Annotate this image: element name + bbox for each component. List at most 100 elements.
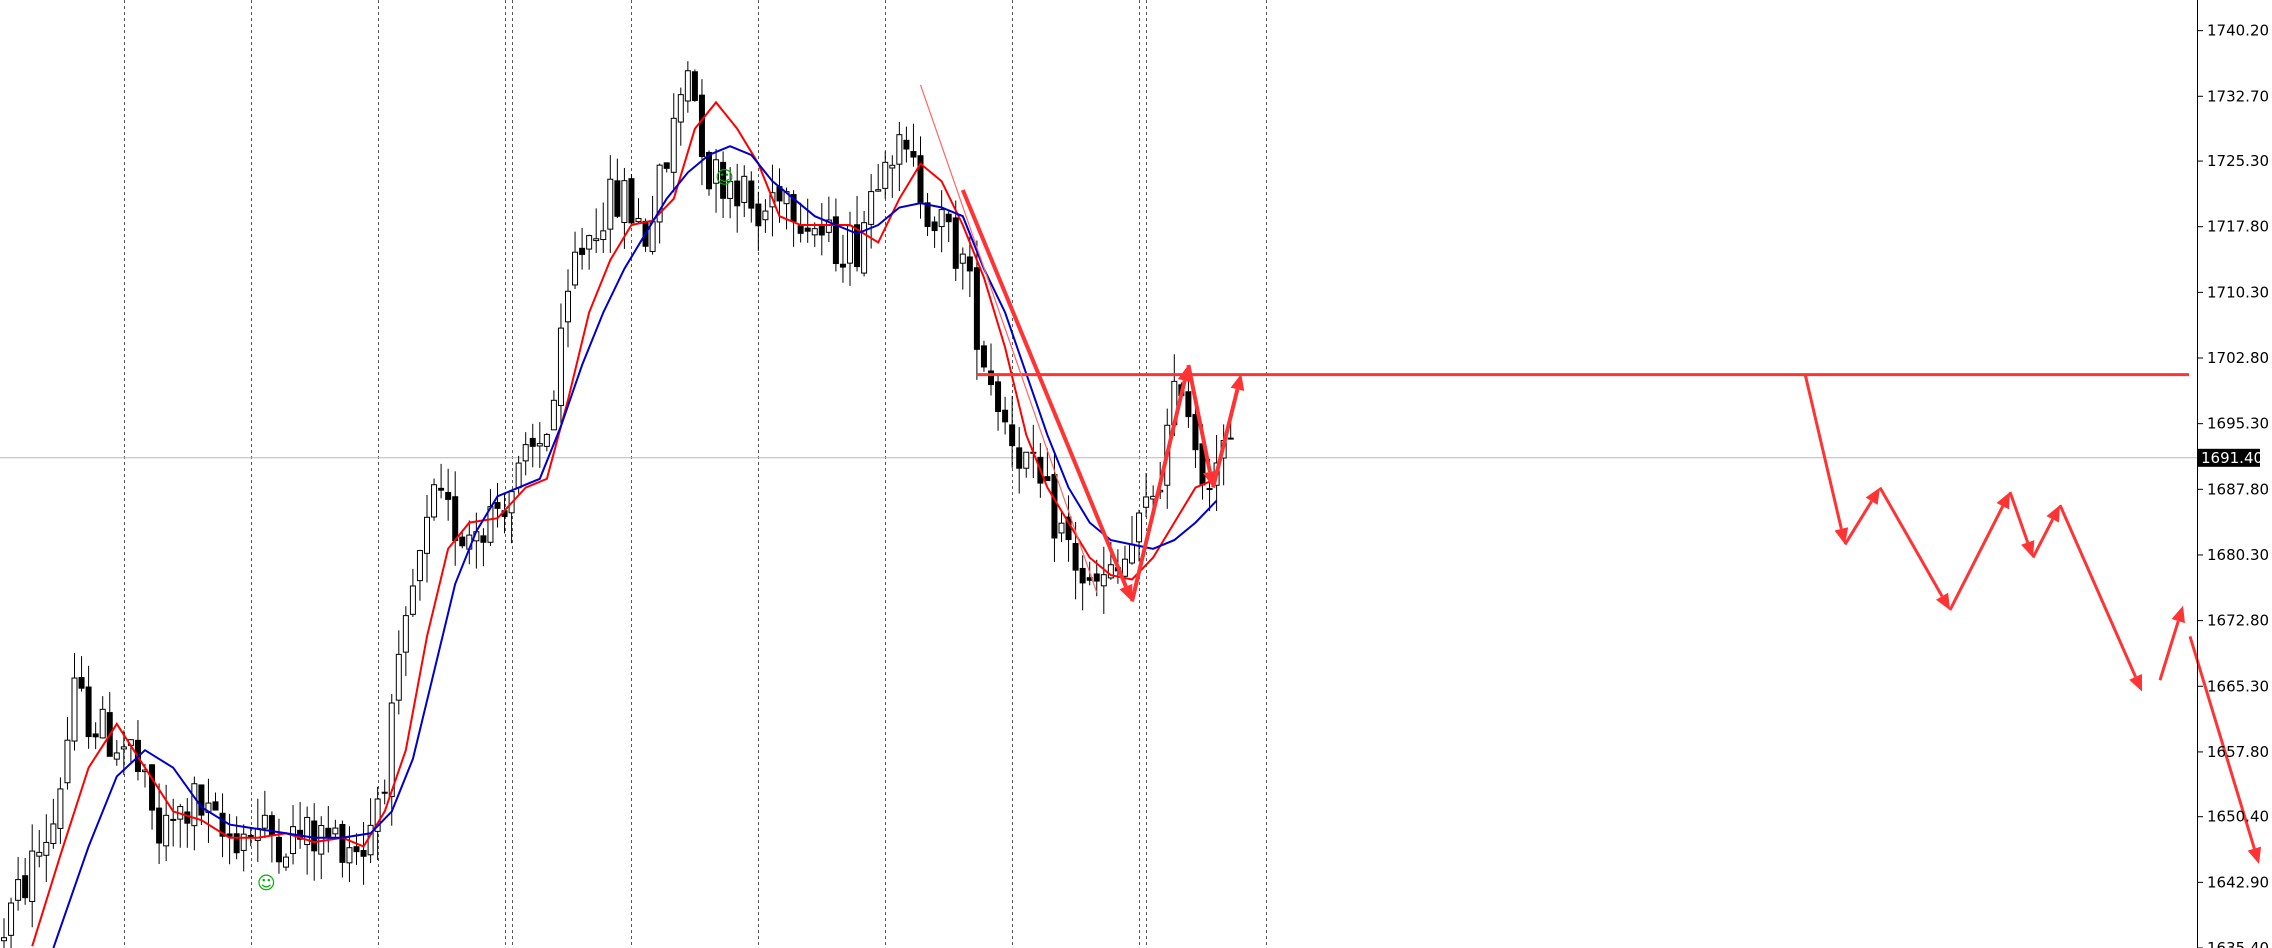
forecast-arrow-3: [1878, 486, 1950, 611]
bear-candle: [1079, 567, 1086, 584]
bull-candle: [543, 433, 550, 447]
bear-candle: [311, 820, 318, 852]
trend-arrow-1-shaft: [960, 189, 1128, 588]
price-tick-label: 1710.30: [2207, 283, 2269, 301]
bull-candle: [290, 826, 297, 855]
bull-candle: [727, 181, 734, 199]
bear-candle: [797, 225, 804, 234]
bear-candle: [529, 437, 536, 447]
bear-candle: [698, 94, 705, 157]
price-tick-label: 1717.80: [2207, 218, 2269, 236]
price-tick-label: 1680.30: [2207, 546, 2269, 564]
bear-candle: [480, 535, 487, 543]
price-axis: 1740.20 1732.70 1725.30 1717.80 1710.30 1702.…: [2197, 0, 2269, 948]
bull-candle: [120, 746, 127, 750]
bull-candle: [395, 653, 402, 701]
bull-candle: [861, 222, 868, 274]
bull-candle: [29, 850, 36, 902]
bull-candle: [424, 516, 430, 554]
trend-arrow-1-head: [1119, 583, 1133, 602]
signal-markers: ☺☺: [257, 168, 734, 895]
bear-candle: [85, 686, 92, 738]
forecast-arrow-3-shaft: [1878, 486, 1944, 597]
bull-candle: [656, 164, 663, 223]
bull-candle: [1, 937, 7, 942]
moving-average-line-1: [31, 100, 1217, 947]
thin-trendline: [919, 84, 1098, 593]
bear-candle: [339, 824, 346, 863]
forecast-final-arrow-1: [2158, 605, 2185, 681]
bear-candle: [149, 764, 156, 811]
bear-candle: [1192, 414, 1199, 451]
bull-candle: [825, 219, 832, 233]
bear-candle: [818, 225, 825, 236]
session-separators: [124, 0, 1267, 948]
price-tick-label: 1650.40: [2207, 808, 2269, 826]
bear-candle: [628, 178, 635, 224]
bull-candle: [557, 327, 564, 407]
bear-candle: [78, 677, 85, 689]
bull-candle: [684, 70, 691, 102]
bull-candle: [416, 550, 423, 582]
bull-candle: [163, 814, 170, 847]
bear-candle: [1002, 409, 1009, 423]
bull-candle: [261, 814, 268, 829]
bull-candle: [959, 253, 966, 264]
bull-candle: [607, 178, 614, 230]
bull-candle: [409, 585, 416, 615]
moving-averages: [31, 100, 1218, 948]
bull-candle: [1136, 512, 1143, 543]
price-tick-label: 1740.20: [2207, 22, 2269, 40]
price-tick-label: 1635.40: [2207, 939, 2269, 948]
bull-candle: [191, 783, 198, 827]
forecast-arrow-7-shaft: [2058, 504, 2137, 678]
bear-candle: [1016, 447, 1023, 469]
bull-candle: [99, 708, 106, 739]
bull-candle: [1143, 496, 1150, 508]
bull-candle: [550, 399, 557, 431]
bull-candle: [565, 290, 571, 323]
price-tick-label: 1657.80: [2207, 743, 2269, 761]
bear-candle: [924, 202, 931, 228]
trend-arrow-1: [960, 189, 1133, 602]
bull-candle: [15, 879, 22, 901]
bull-candle: [522, 444, 529, 462]
bull-candle: [64, 739, 71, 784]
bear-candle: [995, 381, 1002, 412]
trend-arrow-4-head: [1230, 373, 1245, 391]
bear-candle: [966, 256, 973, 272]
bull-candle: [240, 833, 247, 851]
price-tick-label: 1725.30: [2207, 152, 2269, 170]
trend-arrow-3-shaft: [1186, 364, 1212, 473]
bull-candle: [875, 189, 882, 192]
forecast-arrow-6: [2031, 505, 2060, 559]
bear-candle: [952, 217, 959, 269]
forecast-arrow-1-head: [1834, 527, 1849, 545]
bear-candle: [1227, 437, 1234, 440]
bull-candle: [635, 217, 642, 223]
forecast-arrow-2: [1843, 487, 1880, 546]
bear-candle: [804, 227, 811, 232]
price-tick-label: 1665.30: [2207, 677, 2269, 695]
forecast-arrow-6-head: [2046, 505, 2060, 523]
price-tick-label: 1732.70: [2207, 87, 2269, 105]
bull-candle: [572, 251, 579, 286]
bear-candle: [438, 487, 445, 491]
bull-candle: [536, 443, 543, 447]
bull-candle: [374, 798, 381, 832]
price-tick-label: 1642.90: [2207, 873, 2269, 891]
bull-candle: [515, 462, 522, 489]
bull-candle: [388, 702, 395, 798]
forecast-arrow-1-shaft: [1803, 373, 1843, 530]
bear-candle: [755, 203, 762, 227]
forecast-arrow-3-head: [1935, 592, 1950, 611]
current-price-label: 1691.40: [2201, 449, 2263, 467]
bear-candle: [973, 267, 980, 350]
bear-candle: [353, 846, 360, 853]
forecast-final-arrow-1-head: [2171, 605, 2185, 624]
bear-candle: [360, 849, 367, 857]
bull-candle: [896, 134, 903, 165]
moving-average-line-2: [52, 145, 1218, 948]
bear-candle: [832, 216, 839, 265]
